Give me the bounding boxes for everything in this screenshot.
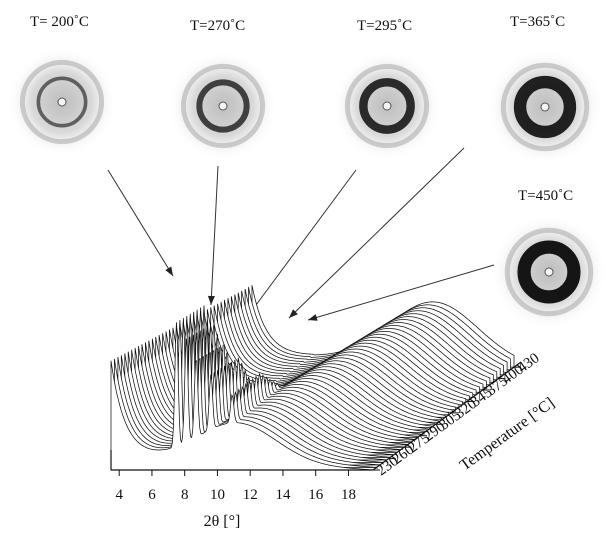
plot-area — [110, 285, 522, 471]
diffraction-ring — [513, 75, 577, 139]
diffraction-pattern-200: T= 200˚C — [7, 14, 117, 157]
pointer-arrowhead — [289, 309, 298, 318]
diffraction-ring — [517, 240, 581, 304]
pointer-arrow-line — [307, 264, 495, 321]
pattern-label-200: T= 200˚C — [30, 14, 89, 30]
x-tick-label: 14 — [275, 487, 291, 503]
diffraction-pattern-450: T=450˚C — [491, 188, 606, 330]
pointer-arrowhead — [165, 266, 173, 276]
x-axis-ticks: 4 6 8 10 12 14 16 18 — [115, 470, 356, 503]
diffraction-ring — [359, 78, 415, 134]
pointer-arrowhead — [308, 314, 318, 321]
beam-stop — [382, 101, 392, 111]
x-tick-label: 16 — [308, 487, 324, 503]
pointer-arrowhead — [207, 295, 215, 305]
diffraction-ring — [36, 76, 88, 128]
diffraction-pattern-295: T=295˚C — [332, 18, 442, 161]
waterfall-trace — [110, 322, 374, 471]
pattern-label-270: T=270˚C — [190, 18, 245, 34]
x-tick-label: 18 — [341, 487, 356, 503]
outer-diffraction-ring — [504, 227, 594, 317]
outer-diffraction-ring — [180, 63, 266, 149]
diffraction-pattern-insets: T= 200˚C T=270˚C T=295˚C T=365˚C T=450˚C — [7, 14, 606, 330]
diffraction-ring — [196, 79, 250, 133]
x-tick-label: 8 — [181, 487, 189, 503]
x-tick-label: 12 — [243, 487, 258, 503]
pattern-label-450: T=450˚C — [518, 188, 573, 204]
diffraction-pattern-365: T=365˚C — [487, 14, 603, 165]
pointer-arrow-line — [107, 169, 174, 277]
pointer-arrow-line — [288, 147, 465, 319]
pattern-label-295: T=295˚C — [357, 18, 412, 34]
outer-diffraction-ring — [500, 62, 590, 152]
pointer-arrow-line — [210, 165, 219, 306]
pattern-label-365: T=365˚C — [510, 14, 565, 30]
diffraction-pattern-270: T=270˚C — [168, 18, 278, 161]
beam-stop — [57, 97, 67, 107]
x-tick-label: 6 — [148, 487, 156, 503]
x-tick-label: 4 — [115, 487, 123, 503]
outer-diffraction-ring — [344, 63, 430, 149]
x-tick-label: 10 — [210, 487, 225, 503]
outer-diffraction-ring — [19, 59, 105, 145]
x-axis-title: 2θ [°] — [204, 513, 241, 530]
beam-stop — [218, 101, 228, 111]
beam-stop — [544, 267, 554, 277]
beam-stop — [540, 102, 550, 112]
